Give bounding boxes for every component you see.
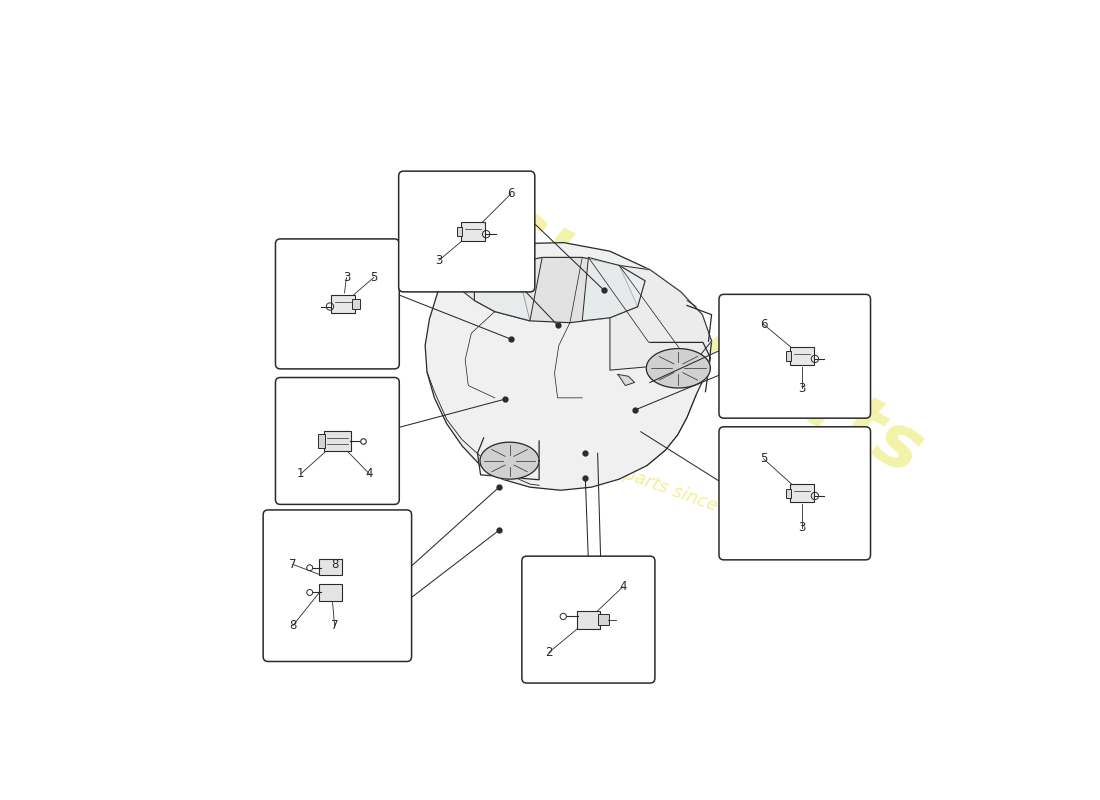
Text: 3: 3 (799, 522, 805, 534)
FancyBboxPatch shape (790, 484, 814, 502)
Polygon shape (425, 242, 712, 490)
Polygon shape (618, 374, 635, 386)
FancyBboxPatch shape (275, 239, 399, 369)
Polygon shape (582, 258, 645, 321)
Text: 4: 4 (365, 467, 373, 480)
Text: 7: 7 (331, 619, 339, 632)
Text: 1: 1 (297, 467, 305, 480)
Text: GlossyParts: GlossyParts (463, 194, 935, 491)
FancyBboxPatch shape (319, 584, 341, 601)
FancyBboxPatch shape (398, 171, 535, 292)
FancyBboxPatch shape (318, 434, 326, 448)
Text: 5: 5 (370, 271, 377, 284)
Text: 3: 3 (799, 382, 805, 394)
Circle shape (560, 614, 566, 620)
FancyBboxPatch shape (576, 610, 601, 629)
Text: a passion for parts since 1985: a passion for parts since 1985 (507, 423, 769, 533)
FancyBboxPatch shape (275, 378, 399, 505)
FancyBboxPatch shape (323, 431, 351, 450)
Polygon shape (474, 258, 542, 321)
Text: 2: 2 (546, 646, 552, 659)
FancyBboxPatch shape (461, 222, 485, 241)
Circle shape (307, 565, 312, 570)
Text: 6: 6 (507, 187, 515, 200)
FancyBboxPatch shape (719, 426, 870, 560)
Polygon shape (438, 244, 530, 321)
FancyBboxPatch shape (790, 347, 814, 366)
Text: 8: 8 (289, 619, 297, 632)
FancyBboxPatch shape (786, 351, 791, 361)
FancyBboxPatch shape (331, 294, 355, 313)
Polygon shape (480, 442, 539, 479)
FancyBboxPatch shape (352, 299, 360, 309)
Text: 3: 3 (343, 271, 350, 284)
Polygon shape (647, 349, 711, 388)
Text: 4: 4 (619, 580, 627, 594)
Polygon shape (609, 266, 712, 370)
Text: 3: 3 (436, 254, 442, 267)
FancyBboxPatch shape (521, 556, 654, 683)
FancyBboxPatch shape (719, 294, 870, 418)
Polygon shape (474, 258, 645, 322)
FancyBboxPatch shape (458, 226, 462, 236)
FancyBboxPatch shape (598, 614, 609, 626)
FancyBboxPatch shape (786, 489, 791, 498)
Text: 5: 5 (760, 452, 768, 466)
FancyBboxPatch shape (263, 510, 411, 662)
Text: 7: 7 (289, 558, 297, 571)
FancyBboxPatch shape (319, 558, 341, 575)
Text: 8: 8 (331, 558, 339, 571)
Circle shape (307, 590, 312, 595)
Text: 6: 6 (760, 318, 768, 331)
